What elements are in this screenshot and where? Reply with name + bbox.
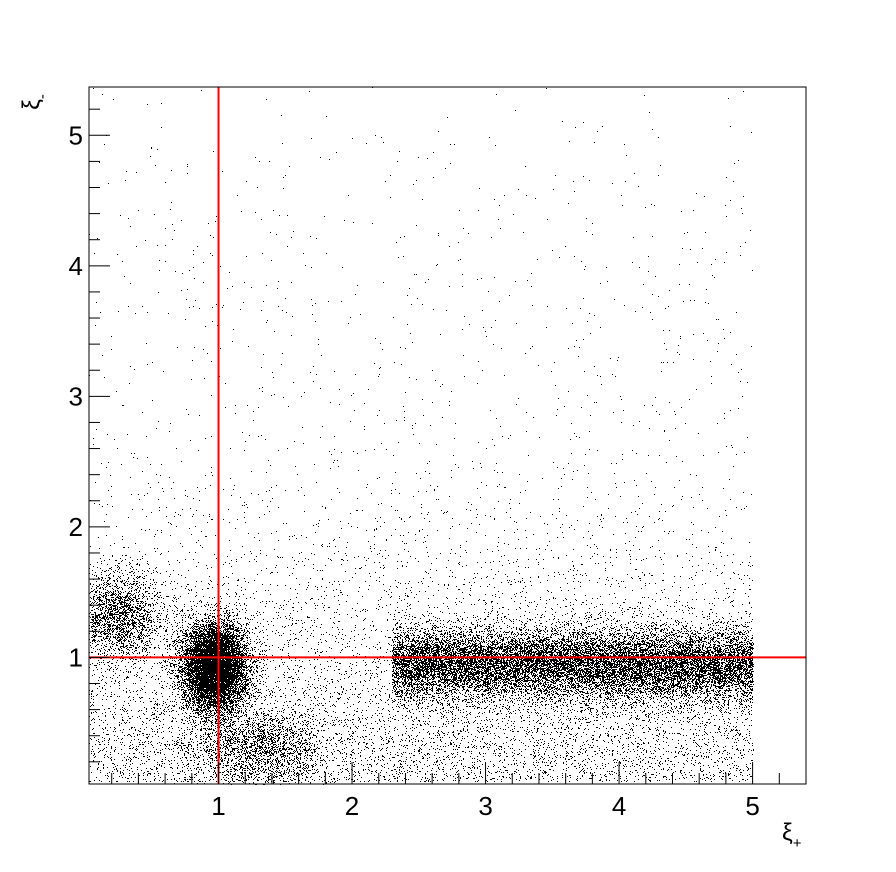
x-tick-label: 4: [612, 791, 626, 821]
x-tick-label: 3: [478, 791, 492, 821]
y-tick-label: 5: [69, 120, 83, 150]
reference-lines: [89, 87, 806, 784]
x-tick-label: 5: [745, 791, 759, 821]
y-tick-label: 4: [69, 251, 83, 281]
scatter-points-path: [89, 87, 754, 785]
y-tick-label: 2: [69, 512, 83, 542]
y-axis-title: ξ-: [18, 94, 51, 110]
scatter-points: [89, 87, 754, 785]
x-axis: 1 2 3 4 5: [111, 762, 807, 821]
y-tick-label: 1: [69, 642, 83, 672]
x-axis-title: ξ+: [782, 819, 802, 852]
plot-frame: [88, 86, 807, 785]
y-tick-label: 3: [69, 381, 83, 411]
y-axis: 1 2 3 4 5: [69, 108, 110, 763]
x-tick-label: 2: [345, 791, 359, 821]
x-tick-label: 1: [211, 791, 225, 821]
